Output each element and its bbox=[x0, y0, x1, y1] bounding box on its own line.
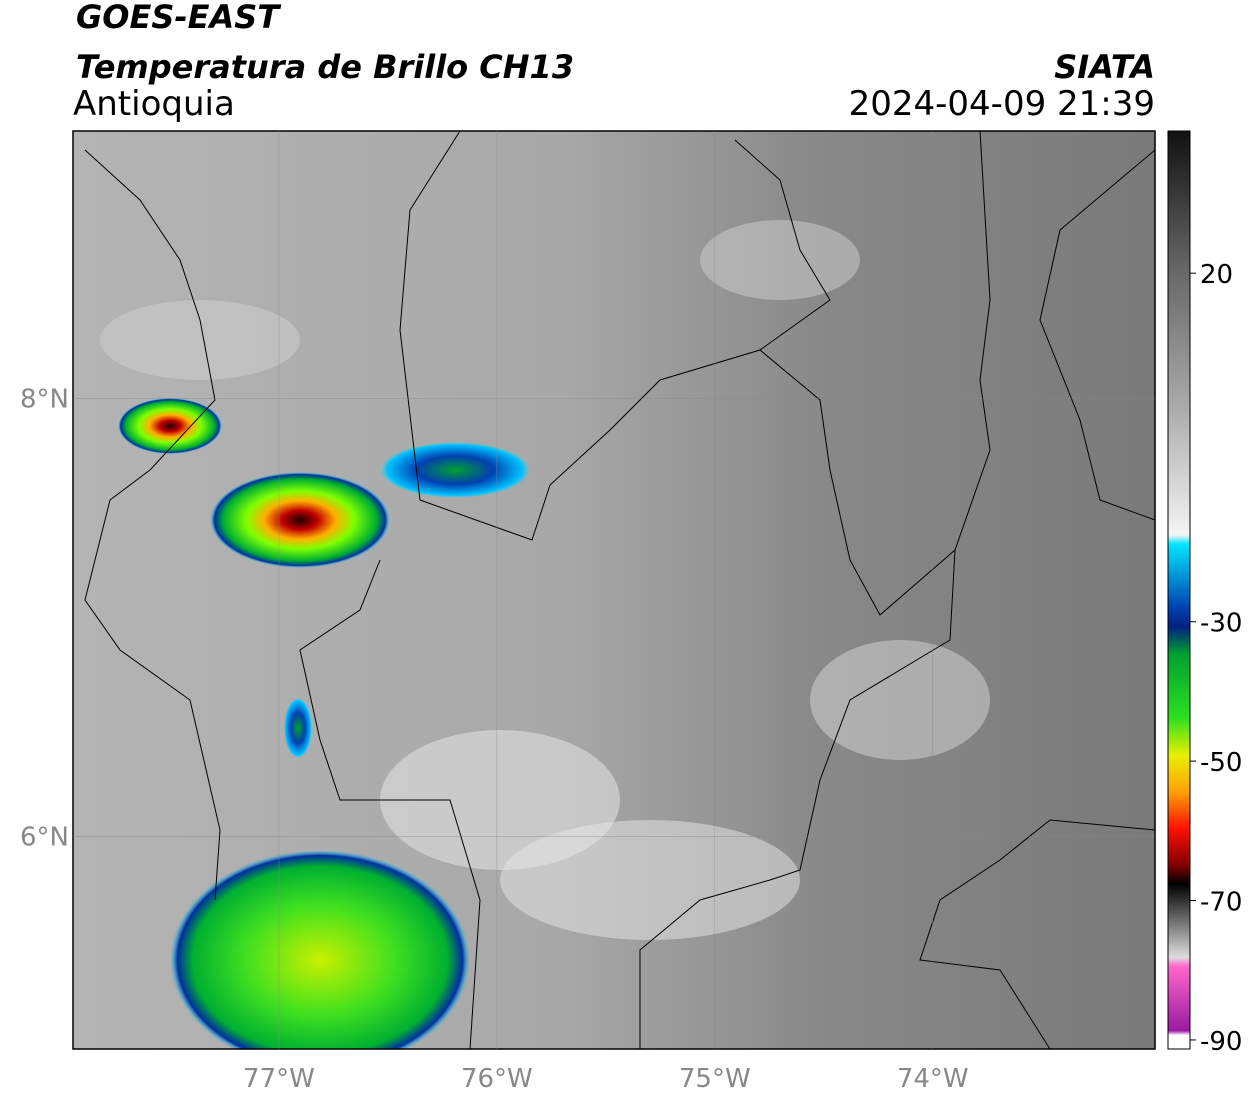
title: GOES-EAST bbox=[76, 0, 281, 36]
colorbar-tick-label: 20 bbox=[1200, 260, 1233, 290]
x-tick-label: 74°W bbox=[897, 1064, 969, 1094]
map-frame bbox=[72, 130, 1156, 1050]
colorbar-tick-label: -70 bbox=[1200, 888, 1242, 918]
region: Antioquia bbox=[73, 84, 235, 124]
colorbar-tick-label: -50 bbox=[1200, 748, 1242, 778]
colorbar bbox=[1167, 130, 1191, 1050]
y-tick-label: 6°N bbox=[20, 822, 69, 852]
map-image bbox=[73, 131, 1155, 1049]
timestamp: 2024-04-09 21:39 bbox=[849, 84, 1155, 124]
x-tick-label: 75°W bbox=[679, 1064, 751, 1094]
x-tick-label: 76°W bbox=[461, 1064, 533, 1094]
subtitle: Temperatura de Brillo CH13 bbox=[76, 48, 574, 86]
y-tick-label: 8°N bbox=[20, 384, 69, 414]
x-tick-label: 77°W bbox=[243, 1064, 315, 1094]
source: SIATA bbox=[1054, 48, 1155, 86]
colorbar-tick-label: -30 bbox=[1200, 609, 1242, 639]
colorbar-tick-label: -90 bbox=[1200, 1027, 1242, 1057]
